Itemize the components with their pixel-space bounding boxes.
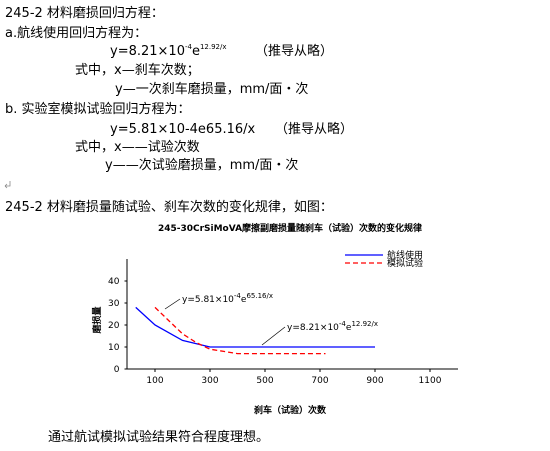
- series-line: [135, 306, 375, 348]
- annotation-sup: -4: [234, 292, 242, 300]
- legend-label: 模拟试验: [387, 257, 423, 269]
- formula-sup: -4: [185, 43, 193, 51]
- return-mark: [4, 181, 11, 189]
- y-tick-label: 20: [108, 321, 120, 331]
- y-tick-label: 10: [108, 343, 120, 353]
- y-tick-label: 30: [108, 299, 120, 309]
- y-tick-label: 40: [108, 277, 120, 287]
- x-tick-label: 100: [146, 376, 163, 386]
- text-line: y—一次刹车磨损量，mm/面・次: [115, 81, 308, 97]
- x-tick-label: 300: [201, 376, 218, 386]
- formula-part: e: [192, 44, 200, 59]
- annotation-part: y=5.81×10: [182, 295, 234, 305]
- text-line: y——次试验磨损量，mm/面・次: [105, 157, 298, 173]
- annotation-sup: 12.92/x: [351, 320, 378, 328]
- text-line: 式中，x——试验次数: [75, 139, 200, 155]
- annotation-sup: -4: [339, 320, 347, 328]
- text-line: 式中，x—刹车次数；: [75, 62, 200, 78]
- annotation-leader: [164, 298, 181, 310]
- annotation: y=8.21×10-4e12.92/x: [287, 320, 378, 333]
- x-tick-label: 500: [256, 376, 273, 386]
- heading: 245-2 材料磨损回归方程：: [5, 5, 164, 21]
- formula: y=8.21×10-4e12.92/x: [110, 43, 227, 59]
- series-line: [154, 306, 326, 355]
- y-axis-label: 磨损量: [91, 306, 103, 334]
- x-tick-label: 1100: [419, 376, 442, 386]
- annotation: y=5.81×10-4e65.16/x: [182, 292, 273, 305]
- annotation-part: y=8.21×10: [287, 323, 339, 333]
- formula-sup: 12.92/x: [200, 43, 227, 51]
- y-tick-label: 0: [114, 365, 120, 375]
- note: （推导从略）: [275, 121, 353, 137]
- note: （推导从略）: [255, 43, 333, 59]
- x-axis-label: 刹车（试验）次数: [254, 404, 327, 416]
- text-line: a.航线使用回归方程为：: [5, 25, 147, 41]
- x-tick-label: 900: [366, 376, 383, 386]
- legend-label: 航线使用: [387, 249, 423, 261]
- text-line: b. 实验室模拟试验回归方程为：: [5, 101, 191, 117]
- annotation-part: e: [241, 295, 247, 305]
- formula-part: y=8.21×10: [110, 44, 185, 59]
- text-line: 245-2 材料磨损量随试验、刹车次数的变化规律，如图：: [5, 199, 333, 215]
- conclusion: 通过航试模拟试验结果符合程度理想。: [48, 429, 269, 445]
- annotation-part: e: [346, 323, 352, 333]
- x-tick-label: 700: [311, 376, 328, 386]
- annotation-leader: [261, 326, 286, 346]
- chart-title: 245-30CrSiMoVA摩擦副磨损量随刹车（试验）次数的变化规律: [158, 222, 422, 234]
- formula: y=5.81×10-4e65.16/x: [110, 122, 256, 137]
- annotation-sup: 65.16/x: [246, 292, 273, 300]
